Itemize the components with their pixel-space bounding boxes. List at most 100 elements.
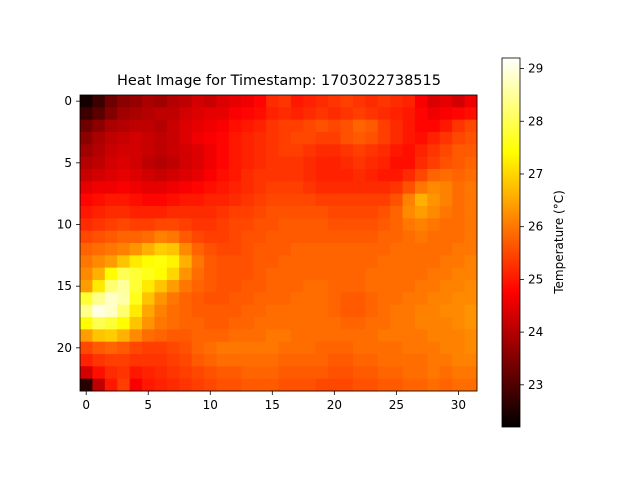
heat-cell	[179, 156, 193, 170]
heat-cell	[191, 354, 205, 367]
heat-cell	[390, 144, 403, 158]
heat-cell	[228, 317, 242, 330]
heat-cell	[439, 329, 453, 343]
heat-cell	[142, 378, 155, 392]
heat-cell	[191, 255, 205, 269]
heat-cell	[414, 341, 428, 355]
heat-cell	[414, 181, 428, 195]
heat-cell	[427, 230, 441, 244]
heat-cell	[365, 95, 379, 108]
heat-cell	[92, 181, 106, 195]
heat-cell	[228, 206, 242, 219]
heat-cell	[414, 378, 428, 392]
heat-cell	[278, 280, 292, 293]
heat-cell	[377, 354, 391, 367]
heat-cell	[80, 292, 93, 306]
heat-cell	[390, 255, 403, 269]
heat-cell	[129, 206, 143, 219]
heat-cell	[402, 230, 416, 244]
heat-cell	[402, 206, 416, 219]
heat-cell	[142, 366, 155, 380]
heat-cell	[142, 267, 155, 281]
heat-cell	[179, 243, 193, 256]
heat-cell	[179, 95, 193, 108]
heat-cell	[402, 119, 416, 133]
heat-cell	[266, 317, 279, 330]
heat-cell	[427, 243, 441, 256]
heat-cell	[352, 95, 366, 108]
heat-cell	[328, 169, 341, 182]
heat-cell	[377, 366, 391, 380]
heat-cell	[216, 230, 230, 244]
heat-cell	[365, 267, 379, 281]
heat-cell	[452, 181, 465, 195]
heat-cell	[129, 378, 143, 392]
heat-cell	[278, 181, 292, 195]
heat-cell	[303, 181, 317, 195]
heat-cell	[154, 132, 168, 145]
heat-cell	[117, 304, 131, 318]
heat-cell	[402, 132, 416, 145]
heat-cell	[352, 366, 366, 380]
heat-cell	[253, 255, 267, 269]
heat-cell	[365, 378, 379, 392]
heat-cell	[352, 329, 366, 343]
heat-cell	[191, 304, 205, 318]
heat-cell	[191, 156, 205, 170]
heat-cell	[402, 95, 416, 108]
heat-cell	[352, 243, 366, 256]
heat-cell	[464, 132, 478, 145]
heat-cell	[166, 193, 180, 207]
heat-cell	[303, 280, 317, 293]
heat-cell	[278, 206, 292, 219]
heat-cell	[204, 132, 217, 145]
heat-cell	[117, 218, 131, 232]
y-axis: 0 5 10 15 20	[57, 94, 80, 355]
heat-cell	[104, 230, 118, 244]
heat-cell	[452, 144, 465, 158]
heat-cell	[303, 329, 317, 343]
heat-cell	[104, 354, 118, 367]
heat-cell	[352, 304, 366, 318]
heat-cell	[315, 280, 329, 293]
heat-cell	[290, 206, 304, 219]
heat-cell	[290, 280, 304, 293]
heat-cell	[241, 329, 255, 343]
heat-cell	[117, 378, 131, 392]
heat-cell	[390, 156, 403, 170]
heat-cell	[266, 267, 279, 281]
heat-cell	[328, 119, 341, 133]
heat-cell	[216, 255, 230, 269]
heat-cell	[142, 193, 155, 207]
heat-cell	[452, 107, 465, 121]
heat-cell	[290, 95, 304, 108]
heat-cell	[253, 181, 267, 195]
heat-cell	[228, 218, 242, 232]
heat-cell	[414, 243, 428, 256]
heat-cell	[328, 317, 341, 330]
heat-cell	[377, 230, 391, 244]
heat-cell	[191, 317, 205, 330]
heat-cell	[390, 107, 403, 121]
heat-cell	[129, 304, 143, 318]
heat-cell	[104, 255, 118, 269]
heat-cell	[439, 292, 453, 306]
colorbar-tick-label: 27	[528, 167, 543, 181]
heat-cell	[290, 132, 304, 145]
heat-cell	[154, 329, 168, 343]
heat-cell	[266, 329, 279, 343]
heat-cell	[290, 341, 304, 355]
heat-cell	[365, 354, 379, 367]
heat-cell	[365, 193, 379, 207]
heat-cell	[352, 354, 366, 367]
heat-cell	[315, 169, 329, 182]
heat-cell	[104, 243, 118, 256]
heat-cell	[104, 366, 118, 380]
heat-cell	[315, 107, 329, 121]
heat-cell	[166, 329, 180, 343]
y-tick-label: 5	[64, 156, 72, 170]
heat-cell	[352, 378, 366, 392]
heat-cell	[80, 206, 93, 219]
heat-cell	[328, 304, 341, 318]
heat-cell	[315, 95, 329, 108]
